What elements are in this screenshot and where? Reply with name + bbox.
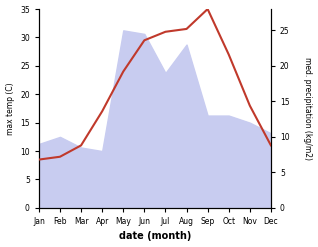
Y-axis label: med. precipitation (kg/m2): med. precipitation (kg/m2) xyxy=(303,57,313,160)
Y-axis label: max temp (C): max temp (C) xyxy=(5,82,15,135)
X-axis label: date (month): date (month) xyxy=(119,231,191,242)
